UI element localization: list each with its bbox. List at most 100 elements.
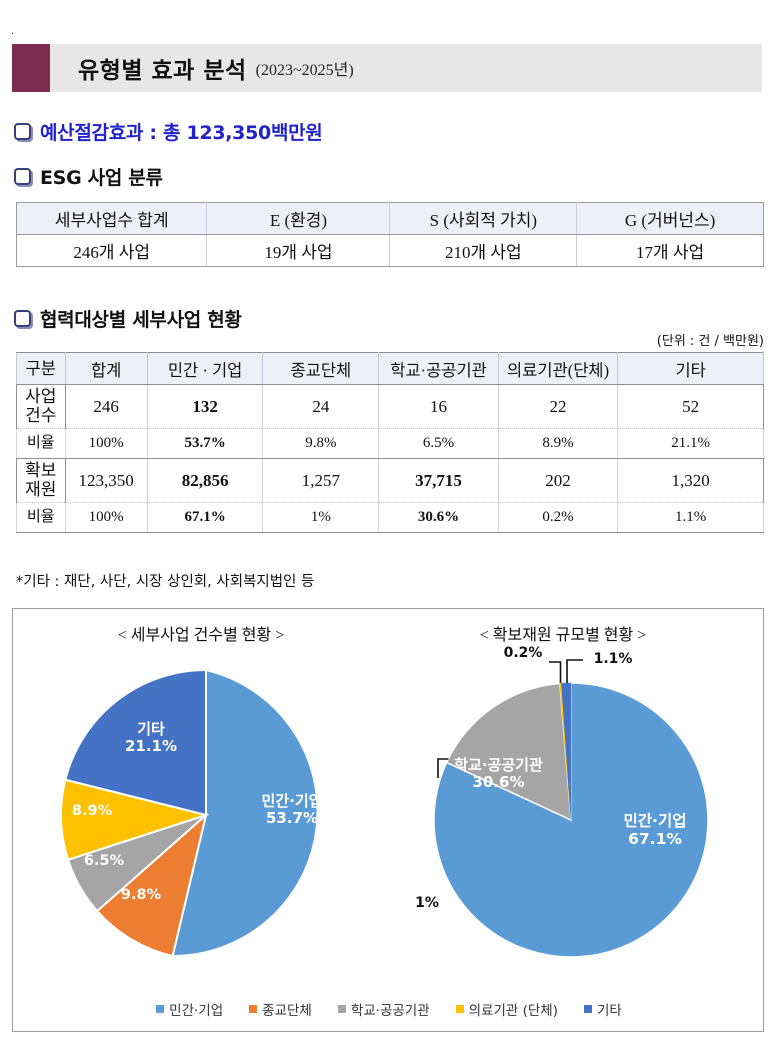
legend-item-medical: 의료기관 (단체): [455, 999, 558, 1019]
col-header-other: 기타: [617, 352, 764, 385]
page-title: 유형별 효과 분석: [78, 58, 247, 84]
checkbox-icon: [14, 123, 31, 140]
cell-count-total: 246: [64, 384, 148, 429]
right-label-school-name: 학교·공공기관: [454, 756, 543, 774]
esg-value-e: 19개 사업: [206, 234, 391, 267]
left-label-school-value: 6.5%: [83, 853, 125, 869]
top-marker: .: [11, 25, 15, 37]
checkbox-icon: [14, 168, 31, 185]
col-header-division: 구분: [16, 352, 66, 385]
col-header-total: 합계: [64, 352, 148, 385]
cell-ratio-total: 100%: [64, 428, 148, 459]
partner-heading: 협력대상별 세부사업 현황: [14, 305, 242, 332]
legend-item-school: 학교·공공기관: [337, 999, 430, 1019]
cell-count-religious: 24: [262, 384, 380, 429]
legend-swatch-medical-icon: [455, 1005, 464, 1013]
esg-header-g: G (거버넌스): [576, 202, 764, 235]
legend-swatch-religious-icon: [249, 1005, 258, 1013]
table-row-count-ratio: 비율 100% 53.7% 9.8% 6.5% 8.9% 21.1%: [16, 428, 764, 459]
row-label-line1: 확보: [25, 461, 57, 481]
esg-value-s: 210개 사업: [389, 234, 578, 267]
table-header-row: 세부사업수 합계 E (환경) S (사회적 가치) G (거버넌스): [15, 202, 764, 235]
row-label-line2: 건수: [25, 405, 57, 425]
row-label-line1: 사업: [25, 387, 57, 407]
esg-heading: ESG 사업 분류: [14, 163, 163, 190]
legend-label-private: 민간·기업: [169, 1003, 224, 1019]
right-label-school-value: 30.6%: [472, 773, 525, 792]
legend-label-school: 학교·공공기관: [350, 1003, 430, 1019]
cell-ratio-other: 21.1%: [617, 428, 764, 459]
leader-line-other: [566, 659, 583, 683]
legend-item-religious: 종교단체: [249, 999, 312, 1019]
right-pie-chart: 민간·기업 67.1% 학교·공공기관 30.6% 0.2% 1.1% 1%: [401, 643, 741, 965]
legend-swatch-private-icon: [156, 1005, 165, 1013]
row-label-line2: 재원: [25, 479, 57, 499]
cell-count-private: 132: [146, 384, 264, 429]
legend-label-other: 기타: [597, 1003, 622, 1019]
right-chart-title: < 확보재원 규모별 현황 >: [479, 627, 647, 644]
cell-ratio-private: 53.7%: [146, 428, 264, 459]
legend-swatch-other-icon: [584, 1005, 592, 1013]
table-footnote: *기타 : 재단, 사단, 시장 상인회, 사회복지법인 등: [16, 574, 315, 590]
esg-header-total: 세부사업수 합계: [15, 202, 208, 235]
right-slice-school: [445, 682, 572, 822]
row-label-funds-ratio: 비율: [16, 502, 66, 533]
right-label-school: 학교·공공기관 30.6%: [431, 756, 566, 792]
leader-line-medical: [549, 661, 562, 683]
row-label-secured-funds: 확보 재원: [16, 458, 66, 503]
page-title-period: (2023~2025년): [255, 62, 354, 79]
cell-fratio-school: 30.6%: [378, 502, 499, 533]
cell-count-medical: 22: [497, 384, 619, 429]
cell-funds-religious: 1,257: [262, 458, 380, 503]
cell-fratio-religious: 1%: [262, 502, 380, 533]
left-label-private-value: 53.7%: [265, 809, 319, 828]
col-header-school: 학교·공공기관: [378, 352, 499, 385]
right-pie-svg: [433, 659, 709, 958]
col-header-private: 민간 · 기업: [146, 352, 264, 385]
cell-funds-school: 37,715: [378, 458, 499, 503]
left-pie-chart: 민간·기업 53.7% 기타 21.1% 8.9% 6.5% 9.8%: [41, 665, 371, 965]
cell-funds-private: 82,856: [146, 458, 264, 503]
esg-summary-table: 세부사업수 합계 E (환경) S (사회적 가치) G (거버넌스) 246개…: [15, 202, 764, 267]
left-chart-title: < 세부사업 건수별 현황 >: [117, 627, 285, 644]
cell-ratio-school: 6.5%: [378, 428, 499, 459]
cell-ratio-medical: 8.9%: [497, 428, 619, 459]
left-label-other-value: 21.1%: [124, 737, 178, 756]
cell-funds-total: 123,350: [64, 458, 148, 503]
left-label-medical-value: 8.9%: [71, 803, 113, 819]
col-header-medical: 의료기관(단체): [497, 352, 619, 385]
left-slice-medical: [59, 778, 210, 862]
col-header-religious: 종교단체: [262, 352, 380, 385]
budget-saving-heading: 예산절감효과 : 총 123,350백만원: [14, 118, 323, 145]
leader-line-religious: [437, 758, 449, 778]
table-row-secured-funds: 확보 재원 123,350 82,856 1,257 37,715 202 1,…: [16, 458, 764, 503]
right-label-religious-value: 1%: [415, 895, 439, 911]
cell-count-school: 16: [378, 384, 499, 429]
charts-container: < 세부사업 건수별 현황 > < 확보재원 규모별 현황 >: [12, 608, 764, 1032]
cell-fratio-private: 67.1%: [146, 502, 264, 533]
esg-header-e: E (환경): [206, 202, 391, 235]
checkbox-icon: [14, 310, 31, 327]
left-label-private: 민간·기업 53.7%: [237, 792, 347, 828]
title-color-swatch: [12, 44, 50, 92]
left-pie-svg: [59, 668, 319, 958]
cell-funds-other: 1,320: [617, 458, 764, 503]
left-label-other: 기타 21.1%: [101, 720, 201, 756]
left-slice-other: [64, 668, 207, 817]
legend-label-religious: 종교단체: [262, 1003, 312, 1019]
left-label-religious-value: 9.8%: [120, 887, 162, 903]
left-slice-religious: [95, 812, 208, 958]
legend-item-other: 기타: [584, 999, 622, 1019]
right-label-private: 민간·기업 67.1%: [595, 812, 715, 849]
cell-count-other: 52: [617, 384, 764, 429]
title-bar: 유형별 효과 분석 (2023~2025년): [50, 44, 762, 92]
left-label-other-name: 기타: [137, 720, 165, 738]
partner-heading-text: 협력대상별 세부사업 현황: [40, 309, 242, 331]
charts-legend: 민간·기업 종교단체 학교·공공기관 의료기관 (단체) 기타: [13, 999, 765, 1019]
right-label-private-name: 민간·기업: [623, 812, 687, 830]
left-slice-private: [171, 668, 319, 958]
cell-fratio-total: 100%: [64, 502, 148, 533]
left-label-private-name: 민간·기업: [261, 792, 323, 810]
right-label-medical-value: 0.2%: [503, 645, 543, 661]
partner-detail-table: 구분 합계 민간 · 기업 종교단체 학교·공공기관 의료기관(단체) 기타 사…: [16, 352, 764, 533]
